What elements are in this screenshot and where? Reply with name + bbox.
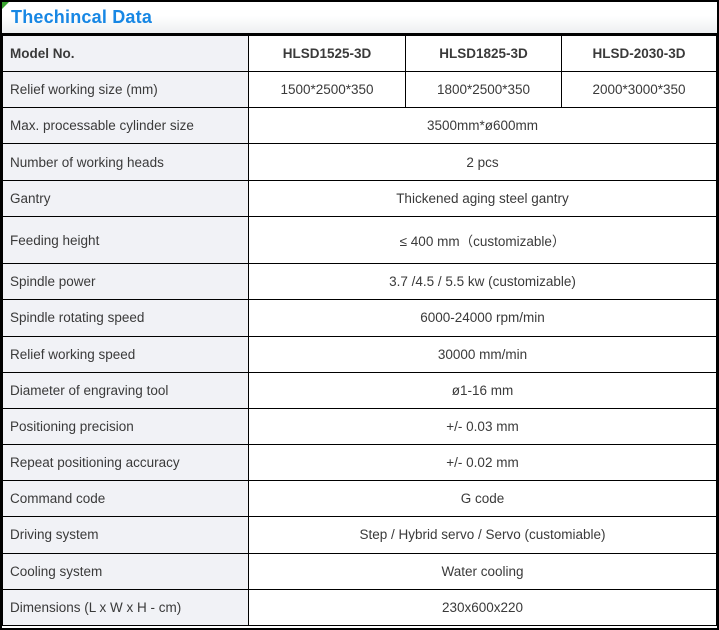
row-value: 1500*2500*350	[248, 71, 406, 109]
row-value: Thickened aging steel gantry	[248, 179, 717, 217]
table-row: Spindle rotating speed 6000-24000 rpm/mi…	[2, 299, 717, 337]
row-label: Max. processable cylinder size	[2, 107, 249, 145]
row-label: Positioning precision	[2, 407, 249, 446]
table-row: Driving system Step / Hybrid servo / Ser…	[2, 516, 717, 554]
table-row: Command code G code	[2, 480, 717, 518]
row-label: Model No.	[2, 34, 249, 73]
row-value: 6000-24000 rpm/min	[248, 299, 717, 337]
row-label: Cooling system	[2, 552, 249, 590]
row-label: Diameter of engraving tool	[2, 371, 249, 409]
table-row: Number of working heads 2 pcs	[2, 143, 717, 181]
model-col-header: HLSD1825-3D	[405, 34, 562, 73]
table-row-model: Model No. HLSD1525-3D HLSD1825-3D HLSD-2…	[2, 34, 717, 73]
model-col-header: HLSD-2030-3D	[561, 34, 717, 73]
table-row: Spindle power 3.7 /4.5 / 5.5 kw (customi…	[2, 263, 717, 301]
table-row: Cooling system Water cooling	[2, 552, 717, 590]
table-row: Positioning precision +/- 0.03 mm	[2, 407, 717, 446]
corner-marker-icon	[2, 2, 9, 9]
row-label: Number of working heads	[2, 143, 249, 181]
table-row: Gantry Thickened aging steel gantry	[2, 179, 717, 217]
spec-table: Model No. HLSD1525-3D HLSD1825-3D HLSD-2…	[2, 34, 717, 627]
table-row: Feeding height ≤ 400 mm（customizable）	[2, 215, 717, 265]
row-value: Step / Hybrid servo / Servo (customiable…	[248, 516, 717, 554]
row-label: Spindle power	[2, 263, 249, 301]
row-label: Dimensions (L x W x H - cm)	[2, 588, 249, 627]
row-label: Spindle rotating speed	[2, 299, 249, 337]
row-value: Water cooling	[248, 552, 717, 590]
table-row: Relief working speed 30000 mm/min	[2, 335, 717, 373]
page-title: Thechincal Data	[11, 7, 153, 27]
row-value: ≤ 400 mm（customizable）	[248, 215, 717, 265]
row-value: 3500mm*ø600mm	[248, 107, 717, 145]
row-label: Gantry	[2, 179, 249, 217]
row-label: Driving system	[2, 516, 249, 554]
table-row: Diameter of engraving tool ø1-16 mm	[2, 371, 717, 409]
table-row: Max. processable cylinder size 3500mm*ø6…	[2, 107, 717, 145]
row-value: +/- 0.02 mm	[248, 444, 717, 482]
row-value: G code	[248, 480, 717, 518]
row-value: 3.7 /4.5 / 5.5 kw (customizable)	[248, 263, 717, 301]
row-label: Relief working size (mm)	[2, 71, 249, 109]
row-value: 230x600x220	[248, 588, 717, 627]
row-label: Repeat positioning accuracy	[2, 444, 249, 482]
table-row: Dimensions (L x W x H - cm) 230x600x220	[2, 588, 717, 627]
row-label: Feeding height	[2, 215, 249, 265]
row-value: 2 pcs	[248, 143, 717, 181]
row-value: 30000 mm/min	[248, 335, 717, 373]
row-value: +/- 0.03 mm	[248, 407, 717, 446]
row-label: Command code	[2, 480, 249, 518]
model-col-header: HLSD1525-3D	[248, 34, 406, 73]
table-row: Repeat positioning accuracy +/- 0.02 mm	[2, 444, 717, 482]
row-value: 2000*3000*350	[561, 71, 717, 109]
title-bar: Thechincal Data	[2, 2, 717, 35]
row-value: ø1-16 mm	[248, 371, 717, 409]
row-value: 1800*2500*350	[405, 71, 562, 109]
row-label: Relief working speed	[2, 335, 249, 373]
table-row-size: Relief working size (mm) 1500*2500*350 1…	[2, 71, 717, 109]
